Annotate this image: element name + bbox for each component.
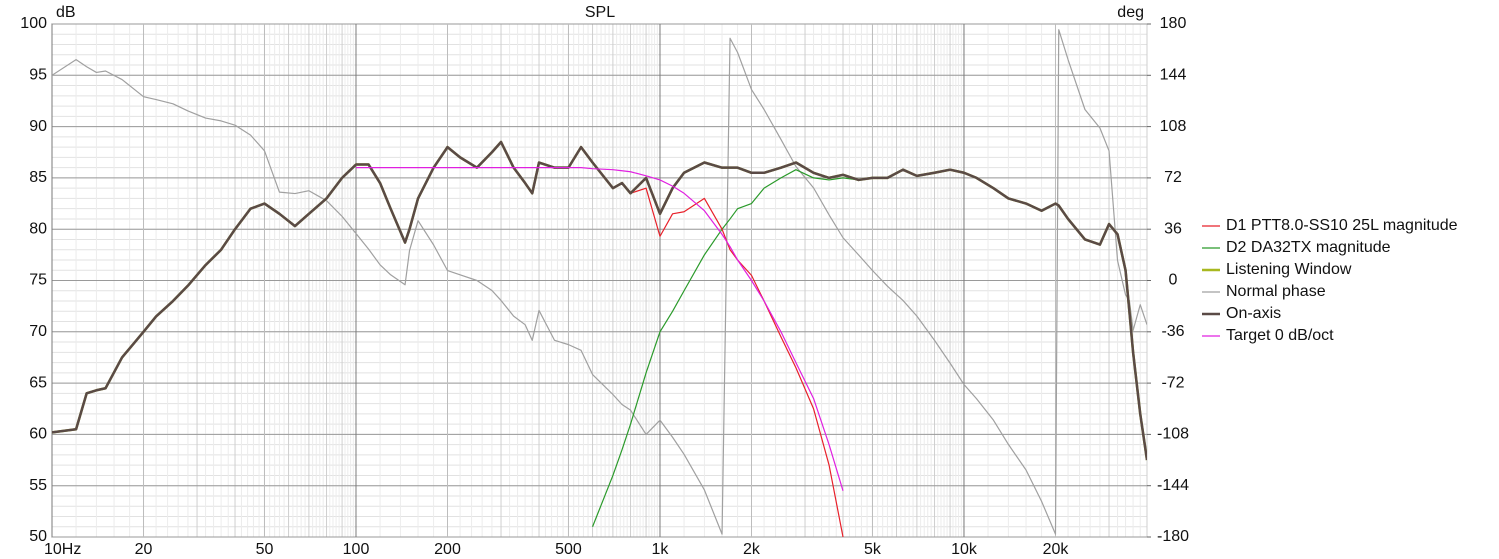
y-tick-label: 100 xyxy=(20,15,47,32)
labels: SPL dB deg 50 55 60 65 70 75 80 85 90 95 100 -180 -1… xyxy=(20,4,1189,558)
y2-tick-label: -72 xyxy=(1161,374,1184,391)
x-tick-label: 5k xyxy=(864,541,882,558)
curves xyxy=(52,29,1147,537)
y-tick-label: 70 xyxy=(29,323,47,340)
y-tick-label: 90 xyxy=(29,118,47,135)
x-tick-label: 200 xyxy=(434,541,461,558)
x-tick-label: 20 xyxy=(135,541,153,558)
legend-label: D2 DA32TX magnitude xyxy=(1226,239,1391,256)
y-tick-label: 85 xyxy=(29,169,47,186)
chart-title: SPL xyxy=(585,4,615,21)
series-line xyxy=(52,29,1147,535)
y2-tick-label: 0 xyxy=(1169,272,1178,289)
x-tick-label: 100 xyxy=(343,541,370,558)
legend: D1 PTT8.0-SS10 25L magnitude D2 DA32TX ma… xyxy=(1202,217,1458,344)
x-tick-label: 10Hz xyxy=(44,541,81,558)
legend-label: D1 PTT8.0-SS10 25L magnitude xyxy=(1226,217,1458,234)
y-tick-label: 75 xyxy=(29,272,47,289)
y-axis-label: dB xyxy=(56,4,76,21)
grid xyxy=(51,23,1151,538)
y-tick-label: 80 xyxy=(29,220,47,237)
y2-tick-label: 36 xyxy=(1164,220,1182,237)
y2-tick-label: 144 xyxy=(1160,67,1187,84)
x-tick-label: 2k xyxy=(743,541,761,558)
x-tick-label: 20k xyxy=(1043,541,1070,558)
y-tick-label: 65 xyxy=(29,374,47,391)
y-tick-label: 95 xyxy=(29,67,47,84)
y2-tick-label: -108 xyxy=(1157,426,1189,443)
y-tick-label: 55 xyxy=(29,477,47,494)
x-tick-label: 1k xyxy=(652,541,670,558)
legend-label: Listening Window xyxy=(1226,261,1352,278)
legend-label: Target 0 dB/oct xyxy=(1226,327,1334,344)
x-tick-label: 50 xyxy=(256,541,274,558)
y-tick-label: 50 xyxy=(29,528,47,545)
y2-tick-label: -180 xyxy=(1157,528,1189,545)
series-line xyxy=(355,167,844,492)
legend-label: On-axis xyxy=(1226,305,1281,322)
y2-tick-label: 72 xyxy=(1164,169,1182,186)
y2-tick-label: -144 xyxy=(1157,477,1189,494)
y2-tick-label: -36 xyxy=(1161,323,1184,340)
x-tick-label: 500 xyxy=(555,541,582,558)
y2-tick-label: 108 xyxy=(1160,118,1187,135)
y-tick-label: 60 xyxy=(29,426,47,443)
legend-label: Normal phase xyxy=(1226,283,1326,300)
y2-axis-label: deg xyxy=(1117,4,1144,21)
x-tick-label: 10k xyxy=(951,541,978,558)
y2-tick-label: 180 xyxy=(1160,15,1187,32)
series-line xyxy=(52,140,1147,461)
